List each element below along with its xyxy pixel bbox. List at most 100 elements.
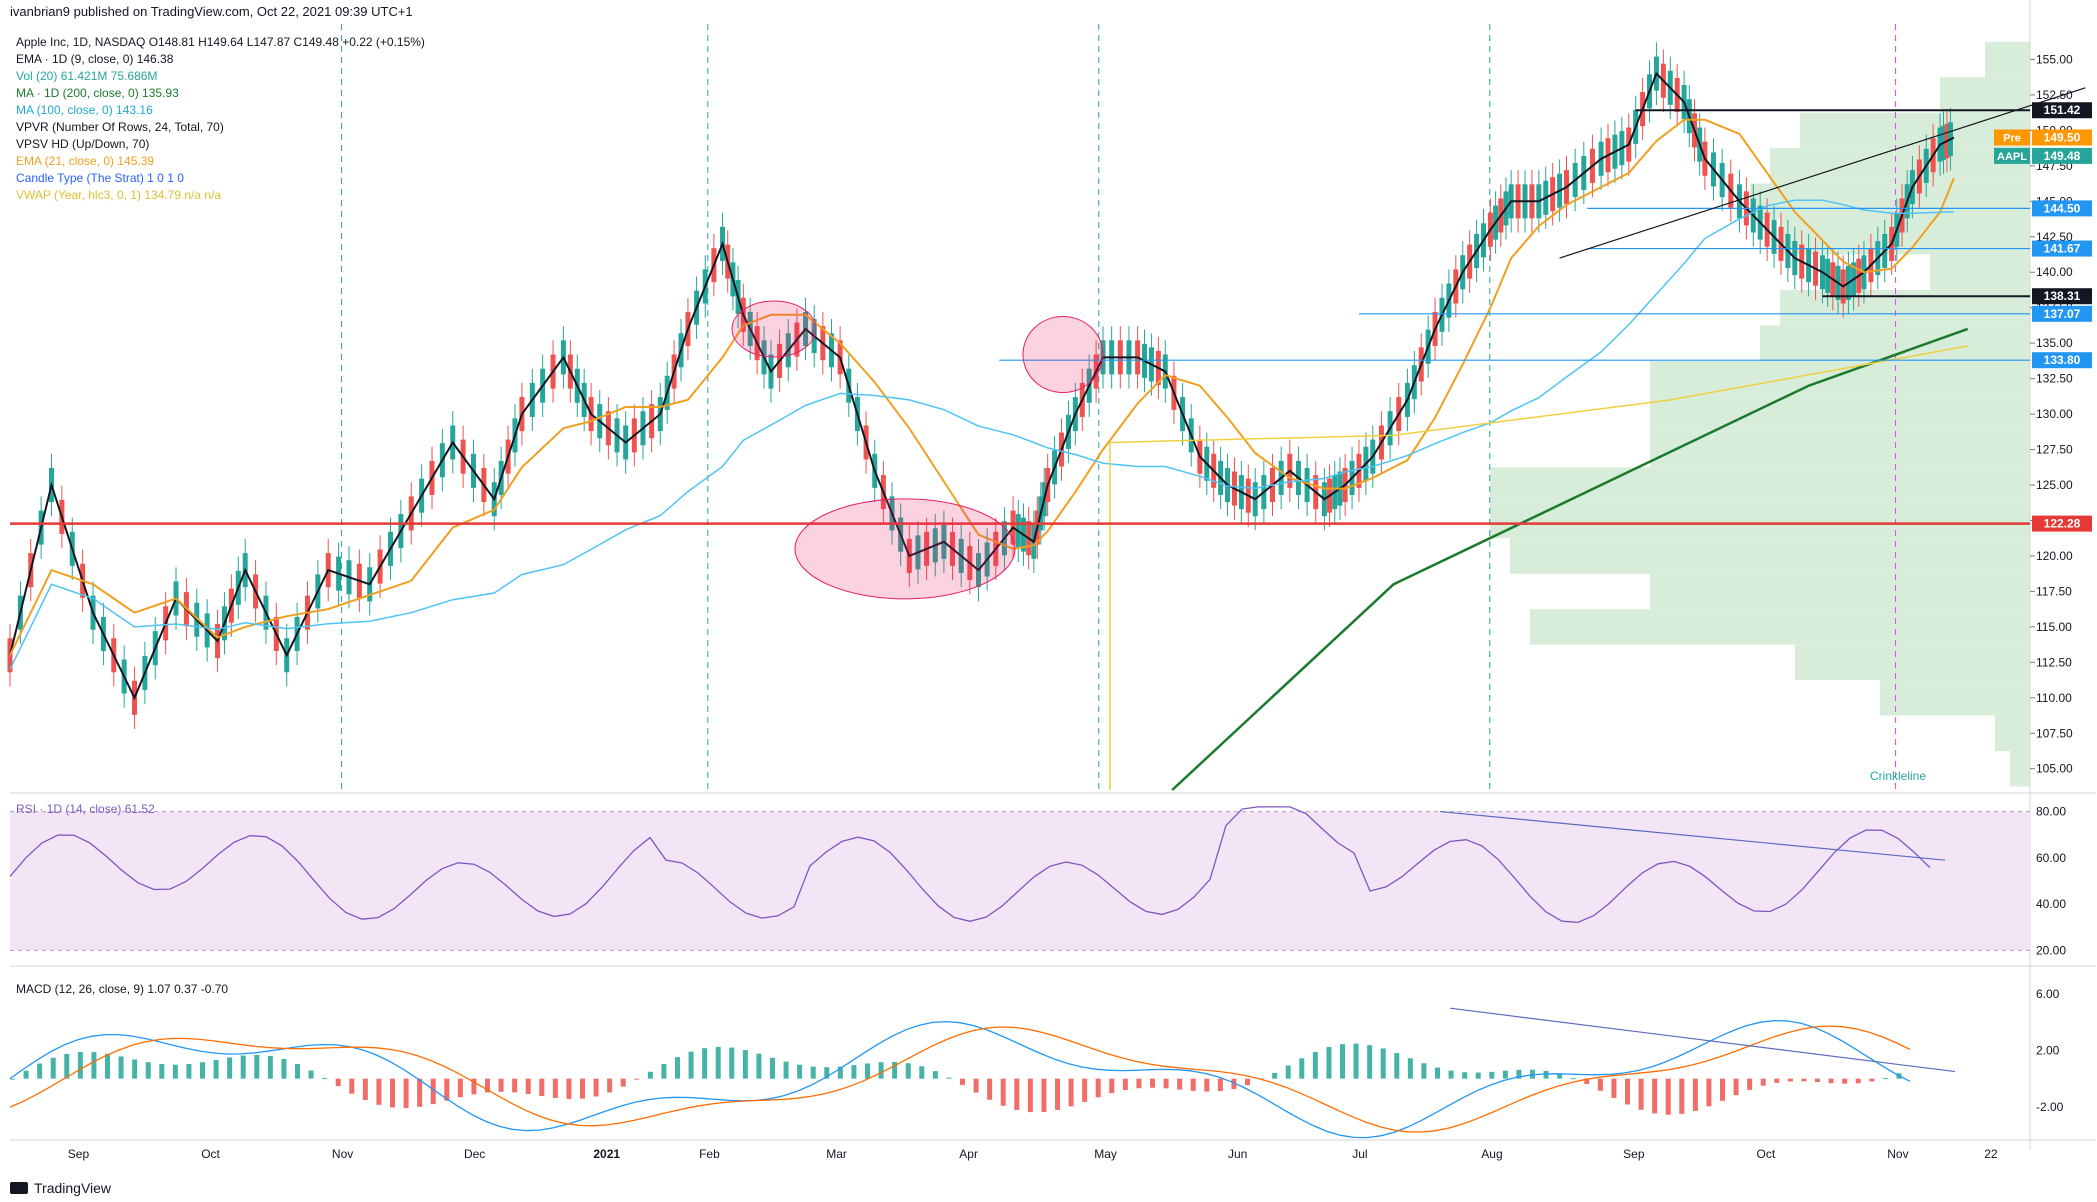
macd-histogram-bar	[770, 1057, 775, 1079]
macd-histogram-bar	[742, 1050, 748, 1079]
legend-row[interactable]: VPSV HD (Up/Down, 70)	[16, 137, 150, 151]
macd-histogram-bar	[1611, 1078, 1617, 1098]
legend-row[interactable]: EMA · 1D (9, close, 0) 146.38	[16, 52, 174, 66]
macd-histogram-bar	[118, 1056, 124, 1079]
tradingview-brand[interactable]: TradingView	[10, 1180, 111, 1196]
macd-histogram-bar	[1027, 1078, 1033, 1113]
x-axis-label: May	[1094, 1147, 1117, 1161]
macd-histogram-bar	[715, 1046, 721, 1079]
legend-row[interactable]: Candle Type (The Strat) 1 0 1 0	[16, 171, 184, 185]
volume-profile-bar	[1985, 41, 2030, 78]
macd-histogram-bar	[1407, 1058, 1413, 1079]
x-axis-label: Mar	[826, 1147, 847, 1161]
brand-label: TradingView	[34, 1180, 112, 1196]
macd-histogram-bar	[1000, 1078, 1006, 1106]
macd-tick-label: 6.00	[2036, 987, 2060, 1001]
macd-histogram-bar	[1367, 1045, 1373, 1079]
macd-histogram-bar	[1435, 1067, 1440, 1079]
macd-histogram-bar	[308, 1070, 314, 1079]
macd-histogram-bar	[335, 1078, 341, 1087]
macd-histogram-bar	[1068, 1078, 1074, 1107]
price-label-bg	[2032, 147, 2092, 164]
vwap-line	[1109, 345, 1968, 790]
legend-row[interactable]: MA · 1D (200, close, 0) 135.93	[16, 86, 179, 100]
macd-histogram-bar	[23, 1070, 29, 1079]
macd-histogram-bar	[349, 1078, 355, 1094]
macd-histogram-bar	[240, 1055, 246, 1079]
publish-header: ivanbrian9 published on TradingView.com,…	[10, 4, 413, 19]
macd-histogram-bar	[1326, 1047, 1332, 1079]
macd-tick-label: -2.00	[2036, 1100, 2064, 1114]
price-tick-label: 105.00	[2036, 762, 2073, 776]
price-label-bg	[2032, 129, 2092, 146]
macd-histogram-bar	[295, 1063, 300, 1079]
volume-profile-bar	[1650, 573, 2030, 610]
price-label: 144.50	[2044, 201, 2081, 215]
macd-histogram-bar	[1421, 1063, 1427, 1079]
volume-profile-bar	[1995, 715, 2030, 751]
legend-row[interactable]: VPVR (Number Of Rows, 24, Total, 70)	[16, 120, 224, 134]
macd-histogram-bar	[417, 1078, 423, 1107]
indicator-legend: Apple Inc, 1D, NASDAQ O148.81 H149.64 L1…	[16, 34, 425, 204]
macd-histogram-bar	[10, 1078, 15, 1080]
macd-histogram-bar	[159, 1064, 165, 1079]
macd-histogram-bar	[1299, 1058, 1305, 1079]
macd-histogram-bar	[1231, 1078, 1237, 1089]
macd-histogram-bar	[1815, 1078, 1820, 1083]
macd-histogram-bar	[1190, 1078, 1196, 1091]
volume-profile-bar	[2010, 750, 2030, 787]
macd-histogram-bar	[1530, 1069, 1535, 1079]
macd-histogram-bar	[376, 1078, 382, 1105]
macd-histogram-bar	[64, 1053, 70, 1079]
macd-histogram-bar	[1475, 1072, 1481, 1079]
price-label: 137.07	[2044, 307, 2081, 321]
macd-histogram-bar	[1706, 1078, 1712, 1107]
macd-histogram-bar	[1584, 1078, 1590, 1085]
macd-histogram-bar	[91, 1052, 97, 1079]
macd-histogram-bar	[1855, 1078, 1861, 1084]
macd-histogram-bar	[647, 1071, 653, 1079]
price-tag-bg	[1994, 129, 2030, 146]
macd-histogram-bar	[77, 1052, 83, 1079]
macd-histogram-bar	[552, 1078, 558, 1098]
macd-histogram-bar	[1774, 1078, 1780, 1083]
macd-histogram-bar	[390, 1078, 395, 1108]
macd-histogram-bar	[1394, 1053, 1400, 1079]
price-tick-label: 112.50	[2036, 655, 2072, 669]
macd-histogram-bar	[444, 1078, 450, 1101]
macd-histogram-bar	[525, 1078, 531, 1094]
legend-row[interactable]: VWAP (Year, hlc3, 0, 1) 134.79 n/a n/a	[16, 188, 222, 202]
x-axis-label: Sep	[68, 1147, 90, 1161]
macd-histogram-bar	[1842, 1078, 1848, 1084]
x-axis-label: Oct	[1757, 1147, 1776, 1161]
macd-histogram-bar	[919, 1066, 925, 1079]
highlight-ellipse	[794, 498, 1016, 600]
legend-row[interactable]: Vol (20) 61.421M 75.686M	[16, 69, 158, 83]
ma200-line	[1171, 327, 1969, 791]
price-tick-label: 110.00	[2036, 691, 2072, 705]
macd-histogram-bar	[675, 1057, 680, 1079]
macd-histogram-bar	[485, 1078, 490, 1093]
macd-signal-line	[9, 1025, 1911, 1133]
macd-histogram-bar	[1122, 1078, 1128, 1091]
price-label-bg	[2032, 288, 2092, 305]
price-tick-label: 132.50	[2036, 372, 2073, 386]
legend-row[interactable]: MA (100, close, 0) 143.16	[16, 103, 153, 117]
volume-profile-bar	[1490, 502, 2030, 539]
macd-histogram-bar	[729, 1047, 735, 1079]
legend-row[interactable]: EMA (21, close, 0) 145.39	[16, 154, 155, 168]
macd-histogram-bar	[593, 1078, 599, 1097]
macd-histogram-bar	[145, 1062, 151, 1079]
price-label-bg	[2032, 102, 2092, 119]
macd-histogram-bar	[1665, 1078, 1671, 1115]
macd-tick-label: 2.00	[2036, 1043, 2060, 1057]
macd-histogram-bar	[1448, 1070, 1454, 1079]
legend-row[interactable]: Apple Inc, 1D, NASDAQ O148.81 H149.64 L1…	[16, 35, 425, 49]
macd-histogram-bar	[1177, 1078, 1183, 1090]
x-axis-label: Nov	[1887, 1147, 1908, 1161]
price-tick-label: 135.00	[2036, 336, 2073, 350]
rsi-band	[10, 811, 2030, 951]
macd-histogram-bar	[37, 1063, 43, 1079]
macd-histogram-bar	[1557, 1073, 1563, 1079]
